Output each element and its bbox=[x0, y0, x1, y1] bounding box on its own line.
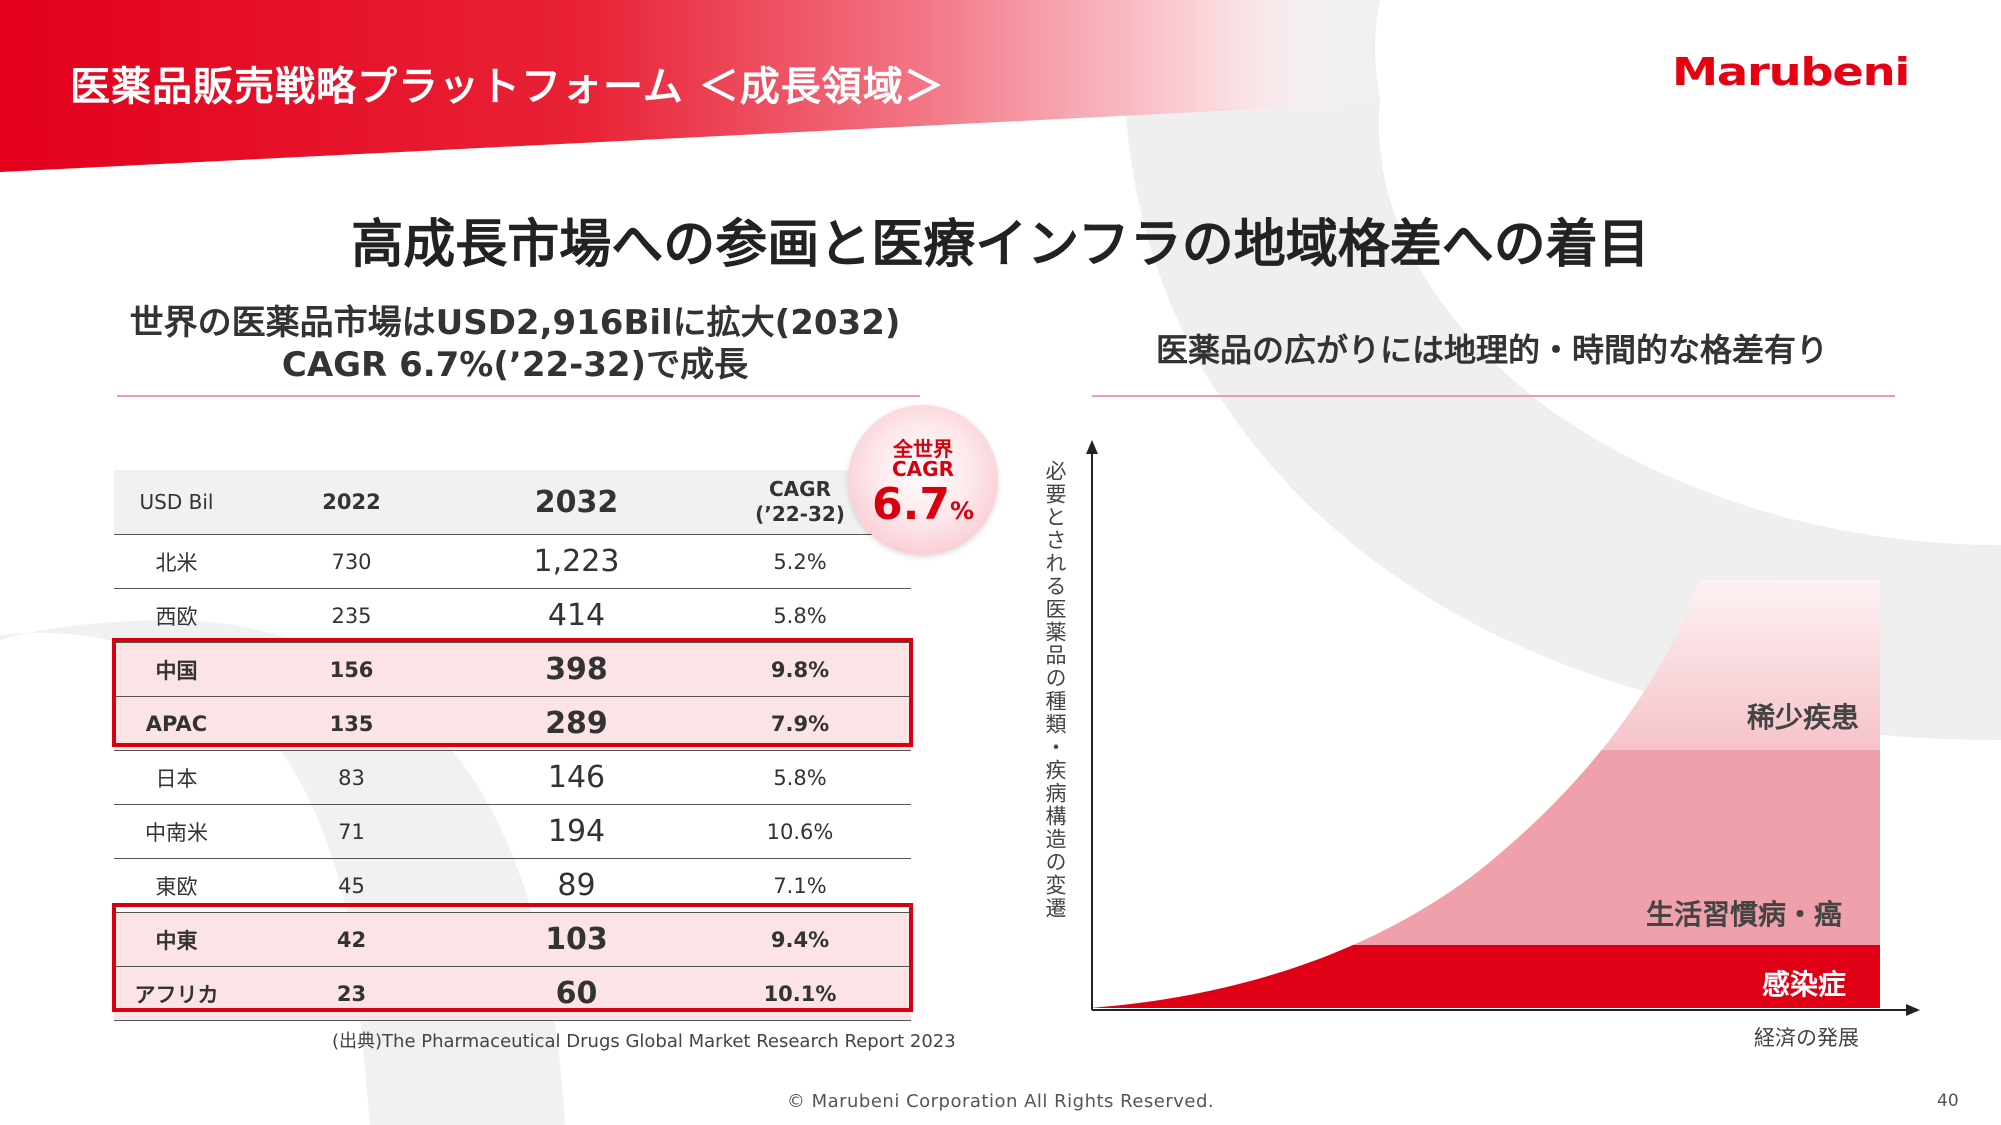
col-header-2032: 2032 bbox=[534, 484, 619, 520]
table-row: 中国 156 398 9.8% bbox=[114, 643, 911, 697]
col-header-cagr-line2: (’22-32) bbox=[755, 502, 845, 526]
value-2022-cell: 730 bbox=[331, 549, 372, 574]
left-heading: 世界の医薬品市場はUSD2,916Bilに拡大(2032) CAGR 6.7%(… bbox=[115, 302, 915, 386]
cagr-cell: 9.4% bbox=[770, 927, 830, 952]
development-diagram bbox=[1086, 440, 1920, 1016]
region-cell: 中東 bbox=[155, 928, 198, 953]
y-axis-arrow-icon bbox=[1086, 440, 1098, 454]
badge-value: 6.7% bbox=[848, 479, 998, 530]
band-label-infectious-disease: 感染症 bbox=[1762, 968, 1847, 1001]
value-2032-cell: 194 bbox=[547, 814, 606, 849]
region-cell: APAC bbox=[145, 711, 208, 736]
cagr-cell: 10.6% bbox=[766, 819, 834, 844]
badge-label-global: 全世界 bbox=[893, 437, 953, 461]
table-row: 東欧 45 89 7.1% bbox=[114, 859, 911, 913]
col-header-cagr: CAGR (’22-32) bbox=[689, 477, 911, 527]
global-cagr-badge: 全世界 CAGR 6.7% bbox=[848, 405, 998, 555]
badge-value-number: 6.7 bbox=[872, 479, 950, 530]
page-number: 40 bbox=[1937, 1091, 1959, 1111]
cagr-cell: 10.1% bbox=[763, 981, 837, 1006]
value-2032-cell: 89 bbox=[557, 868, 596, 903]
band-label-lifestyle-disease: 生活習慣病・癌 bbox=[1646, 898, 1843, 931]
source-note: (出典)The Pharmaceutical Drugs Global Mark… bbox=[332, 1031, 956, 1052]
left-heading-line1: 世界の医薬品市場はUSD2,916Bilに拡大(2032) bbox=[129, 303, 901, 343]
value-2022-cell: 135 bbox=[329, 711, 374, 736]
value-2022-cell: 45 bbox=[338, 873, 365, 898]
col-header-2022: 2022 bbox=[322, 490, 381, 514]
cagr-cell: 5.2% bbox=[773, 549, 827, 574]
badge-label-cagr: CAGR bbox=[892, 457, 954, 481]
cagr-cell: 5.8% bbox=[773, 765, 827, 790]
cagr-cell: 7.1% bbox=[773, 873, 827, 898]
value-2032-cell: 60 bbox=[555, 976, 598, 1011]
value-2022-cell: 42 bbox=[336, 927, 367, 952]
y-axis-label: 必要とされる医薬品の種類・疾病構造の変遷 bbox=[1043, 460, 1067, 920]
table-body: 北米 730 1,223 5.2% 西欧 235 414 5.8% 中国 156 398 9.8% AP… bbox=[114, 535, 911, 1021]
cagr-cell: 9.8% bbox=[770, 657, 830, 682]
value-2032-cell: 398 bbox=[545, 652, 608, 687]
table-row: 北米 730 1,223 5.2% bbox=[114, 535, 911, 589]
value-2022-cell: 23 bbox=[336, 981, 367, 1006]
table-header-row: USD Bil 2022 2032 CAGR (’22-32) bbox=[114, 470, 911, 535]
region-cell: 北米 bbox=[155, 550, 198, 575]
region-cell: 中国 bbox=[155, 658, 198, 683]
table-row: 中東 42 103 9.4% bbox=[114, 913, 911, 967]
curve-area bbox=[1090, 580, 1880, 1008]
left-heading-line2: CAGR 6.7%(’22-32)で成長 bbox=[281, 345, 749, 385]
value-2032-cell: 103 bbox=[545, 922, 608, 957]
right-heading-divider bbox=[1092, 395, 1895, 397]
cagr-cell: 7.9% bbox=[770, 711, 830, 736]
col-header-cagr-line1: CAGR bbox=[769, 477, 831, 501]
header-banner bbox=[0, 0, 1680, 172]
value-2032-cell: 146 bbox=[547, 760, 606, 795]
footer-copyright: © Marubeni Corporation All Rights Reserv… bbox=[786, 1091, 1215, 1112]
table-row: 中南米 71 194 10.6% bbox=[114, 805, 911, 859]
band-label-rare-disease: 稀少疾患 bbox=[1747, 701, 1860, 734]
col-header-unit: USD Bil bbox=[139, 490, 214, 514]
region-cell: 東欧 bbox=[155, 874, 198, 899]
table-row: 西欧 235 414 5.8% bbox=[114, 589, 911, 643]
value-2022-cell: 156 bbox=[329, 657, 374, 682]
value-2032-cell: 414 bbox=[547, 598, 606, 633]
table-row: アフリカ 23 60 10.1% bbox=[114, 967, 911, 1021]
main-title: 高成長市場への参画と医療インフラの地域格差への着目 bbox=[351, 215, 1650, 275]
value-2032-cell: 1,223 bbox=[533, 544, 620, 579]
right-heading: 医薬品の広がりには地理的・時間的な格差有り bbox=[1155, 331, 1828, 369]
left-heading-divider bbox=[117, 395, 920, 397]
table-row: APAC 135 289 7.9% bbox=[114, 697, 911, 751]
band-infectious-disease bbox=[1090, 945, 1880, 1008]
value-2022-cell: 71 bbox=[338, 819, 365, 844]
highlight-box-china-apac bbox=[112, 638, 913, 747]
value-2022-cell: 235 bbox=[331, 603, 372, 628]
region-cell: 中南米 bbox=[145, 820, 208, 845]
region-cell: 西欧 bbox=[155, 604, 198, 629]
value-2022-cell: 83 bbox=[338, 765, 365, 790]
market-table: USD Bil 2022 2032 CAGR (’22-32) 北米 730 1,2… bbox=[114, 470, 911, 1021]
highlight-box-mideast-africa bbox=[112, 903, 913, 1012]
header-title: 医薬品販売戦略プラットフォーム ＜成長領域＞ bbox=[70, 64, 945, 110]
badge-value-unit: % bbox=[949, 497, 974, 525]
marubeni-logo: Marubeni bbox=[1672, 50, 1910, 94]
table-row: 日本 83 146 5.8% bbox=[114, 751, 911, 805]
region-cell: アフリカ bbox=[134, 982, 219, 1007]
value-2032-cell: 289 bbox=[545, 706, 608, 741]
region-cell: 日本 bbox=[155, 766, 198, 791]
x-axis-label: 経済の発展 bbox=[1754, 1026, 1859, 1050]
x-axis-arrow-icon bbox=[1906, 1004, 1920, 1016]
cagr-cell: 5.8% bbox=[773, 603, 827, 628]
